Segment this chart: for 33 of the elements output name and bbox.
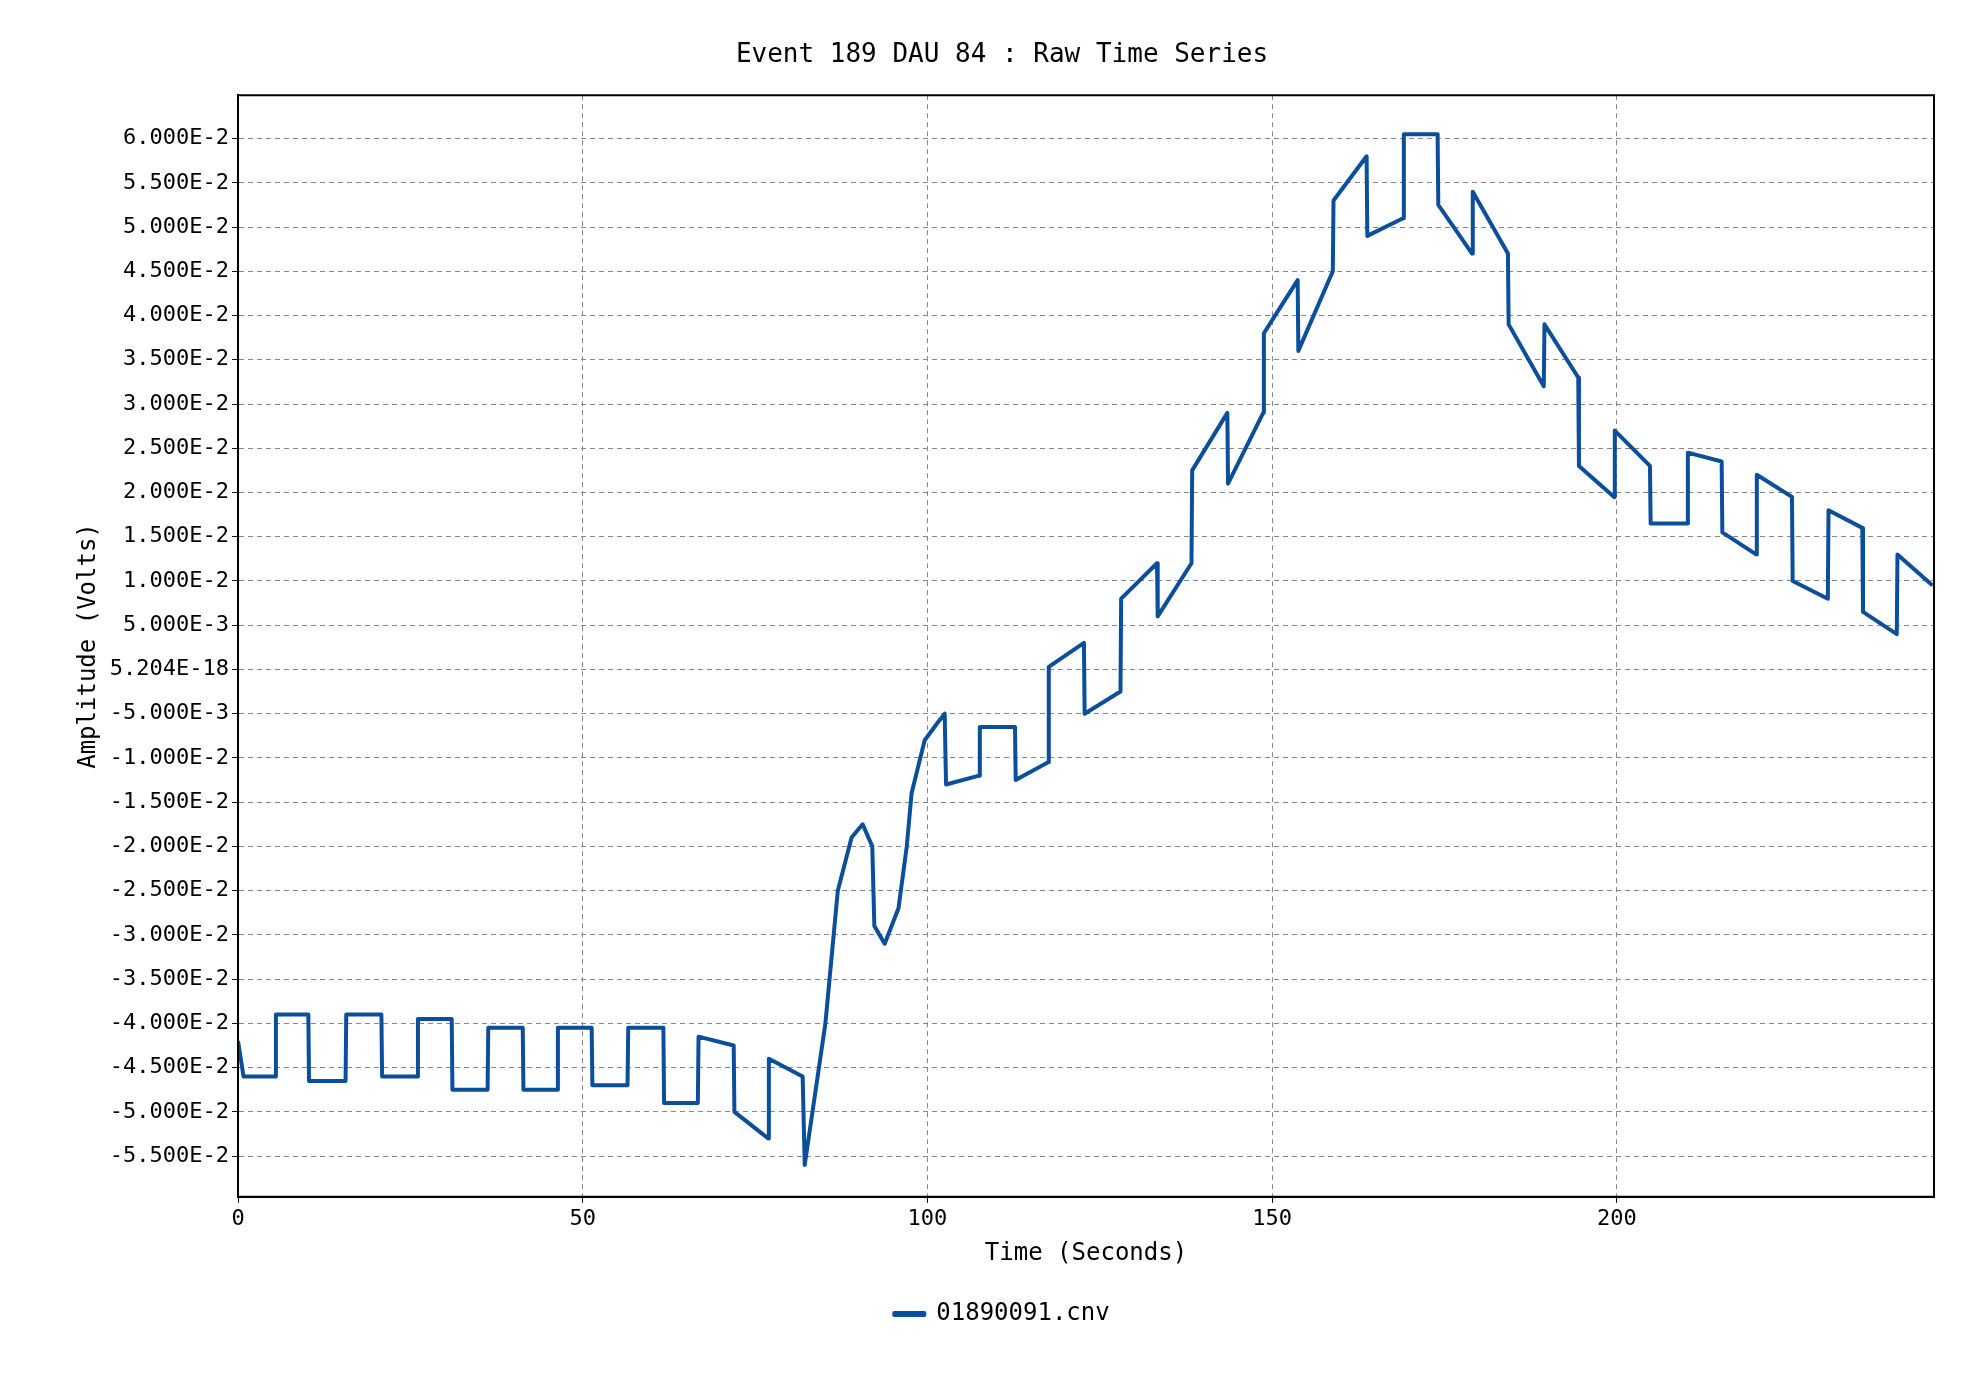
- x-tick-label: 50: [569, 1204, 596, 1230]
- x-tick-label: 100: [907, 1204, 948, 1230]
- y-tick-label: 3.500E-2: [123, 345, 230, 371]
- y-tick-label: 1.000E-2: [123, 566, 230, 592]
- y-tick-label: -5.000E-3: [109, 699, 230, 725]
- x-tick-label: 0: [231, 1204, 245, 1230]
- x-axis-title: Time (Seconds): [984, 1237, 1188, 1266]
- y-tick-label: 3.000E-2: [123, 389, 230, 415]
- y-tick-label: -3.500E-2: [109, 964, 230, 990]
- y-tick-label: 5.204E-18: [109, 655, 230, 681]
- y-tick-label: 6.000E-2: [123, 124, 230, 150]
- y-tick-label: 1.500E-2: [123, 522, 230, 548]
- y-tick-label: 4.500E-2: [123, 257, 230, 282]
- y-tick-label: -1.500E-2: [109, 787, 230, 813]
- x-tick-label: 200: [1596, 1204, 1637, 1230]
- y-tick-label: 5.500E-2: [123, 168, 230, 194]
- y-tick-label: -4.000E-2: [109, 1009, 230, 1035]
- y-tick-label: -2.000E-2: [109, 832, 230, 858]
- y-tick-label: 2.500E-2: [123, 433, 230, 459]
- y-tick-label: 5.000E-3: [123, 610, 230, 636]
- y-tick-label: -5.500E-2: [109, 1141, 230, 1167]
- chart-title: Event 189 DAU 84 : Raw Time Series: [735, 38, 1269, 69]
- y-tick-label: -5.000E-2: [109, 1097, 230, 1123]
- y-tick-label: 2.000E-2: [123, 478, 230, 504]
- y-tick-label: -1.000E-2: [109, 743, 230, 769]
- y-tick-label: -4.500E-2: [109, 1053, 230, 1079]
- y-tick-label: 4.000E-2: [123, 301, 230, 327]
- x-tick-label: 150: [1252, 1204, 1293, 1230]
- y-tick-label: -3.000E-2: [109, 920, 230, 946]
- legend-label: 01890091.cnv: [936, 1298, 1110, 1327]
- y-tick-label: -2.500E-2: [109, 876, 230, 902]
- y-tick-label: 5.000E-2: [123, 212, 230, 238]
- y-axis-title: Amplitude (Volts): [72, 523, 101, 769]
